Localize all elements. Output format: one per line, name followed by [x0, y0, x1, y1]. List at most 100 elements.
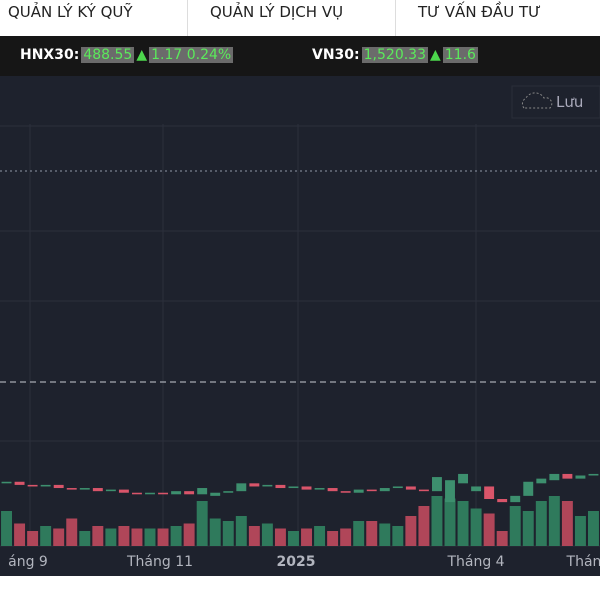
volume-bar: [483, 513, 495, 546]
volume-bar: [1, 511, 13, 546]
ticker-bar: HNX30: 488.55 ▲ 1.17 0.24% VN30: 1,520.3…: [0, 36, 600, 76]
save-label[interactable]: Lưu: [556, 93, 583, 111]
volume-bar: [340, 528, 352, 546]
candle: [445, 480, 455, 503]
candle: [262, 484, 273, 487]
volume-bar: [183, 523, 195, 546]
volume-bar: [392, 526, 404, 546]
candle: [432, 477, 442, 492]
volume-bar: [118, 526, 130, 546]
candle: [53, 484, 64, 489]
volume-bar: [53, 528, 65, 546]
nav-tab[interactable]: QUẢN LÝ KÝ QUỸ: [0, 0, 188, 36]
volume-bar: [353, 521, 365, 546]
cloud-icon: [521, 92, 553, 109]
candle: [105, 489, 116, 492]
volume-bar: [418, 506, 430, 546]
ticker: HNX30: 488.55 ▲ 1.17 0.24%: [20, 47, 234, 63]
nav-tab[interactable]: QUẢN LÝ DỊCH VỤ: [188, 0, 396, 36]
candle: [418, 489, 429, 492]
candle: [327, 488, 338, 492]
volume-bar: [561, 501, 573, 546]
candle: [40, 484, 51, 487]
candle: [184, 491, 195, 495]
candle: [379, 488, 390, 492]
candle: [575, 475, 586, 479]
candle: [197, 488, 208, 495]
candle: [510, 495, 521, 503]
volume-bar: [496, 531, 508, 546]
candle: [92, 488, 103, 492]
candle: [562, 473, 573, 479]
chart-bg: [0, 76, 600, 576]
volume-bar: [457, 501, 469, 546]
candle: [471, 486, 482, 492]
volume-bar: [66, 518, 78, 546]
volume-bar: [535, 501, 547, 546]
volume-bar: [444, 498, 456, 546]
ticker-price: 488.55: [81, 47, 135, 63]
volume-bar: [14, 523, 26, 546]
candle: [223, 491, 234, 493]
candle: [145, 492, 155, 495]
volume-bar: [431, 496, 443, 546]
volume-bar: [574, 516, 586, 546]
ticker-price: 1,520.33: [361, 47, 428, 63]
candle: [523, 481, 534, 496]
x-tick-label: 2025: [277, 554, 316, 570]
candle: [14, 481, 25, 485]
volume-bar: [509, 506, 521, 546]
candle: [171, 491, 182, 495]
candle: [458, 473, 468, 484]
candle: [340, 491, 351, 493]
nav-bar: QUẢN LÝ KÝ QUỸ QUẢN LÝ DỊCH VỤ TƯ VẤN ĐẦ…: [0, 0, 600, 37]
candle: [549, 473, 560, 481]
volume-bar: [209, 518, 221, 546]
candle: [132, 492, 142, 495]
volume-bar: [27, 531, 39, 546]
volume-bar: [588, 511, 599, 546]
volume-bar: [235, 516, 247, 546]
candle: [314, 488, 325, 490]
volume-bar: [522, 511, 534, 546]
volume-bar: [40, 526, 52, 546]
volume-bar: [327, 531, 339, 546]
volume-bar: [274, 528, 286, 546]
ticker-arrow: ▲: [136, 47, 148, 63]
candle: [484, 486, 495, 499]
volume-bar: [261, 523, 273, 546]
candle: [588, 473, 599, 476]
candle: [236, 483, 247, 492]
candle: [158, 492, 168, 495]
candle: [353, 489, 364, 493]
volume-bar: [288, 531, 299, 546]
volume-bar: [405, 516, 417, 546]
ticker: VN30: 1,520.33 ▲ 11.6: [312, 47, 478, 63]
candle: [249, 483, 260, 487]
candle: [536, 478, 547, 484]
volume-bar: [248, 526, 260, 546]
save-button[interactable]: [511, 85, 600, 119]
volume-bar: [105, 528, 117, 546]
ticker-name: HNX30:: [20, 47, 80, 63]
volume-bar: [170, 526, 182, 546]
candle: [27, 484, 38, 487]
nav-tab[interactable]: TƯ VẤN ĐẦU TƯ: [418, 3, 541, 21]
grid: [0, 124, 600, 546]
volume-bar: [222, 521, 234, 546]
volume-bar: [379, 523, 391, 546]
ticker-name: VN30:: [312, 47, 360, 63]
volume-bar: [79, 531, 91, 546]
candle: [366, 489, 377, 492]
ticker-change: 11.6: [442, 47, 478, 63]
candle: [1, 481, 12, 484]
candle: [288, 486, 299, 489]
x-tick-label: áng 9: [8, 554, 48, 570]
x-tick-label: Tháng 11: [126, 554, 193, 570]
ticker-arrow: ▲: [429, 47, 441, 63]
volume-bar: [366, 521, 378, 546]
volume-bar: [196, 501, 208, 546]
x-tick-label: Tháng 4: [446, 554, 504, 570]
candle: [118, 489, 129, 493]
